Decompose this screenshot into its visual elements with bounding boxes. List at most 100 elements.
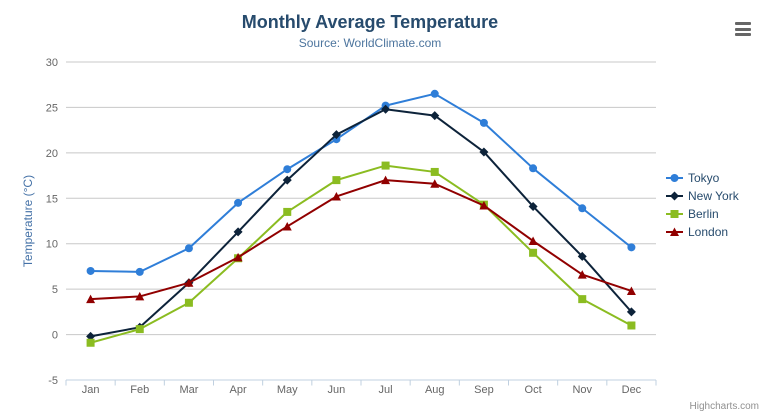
hamburger-icon [735,22,751,25]
series-new-york [86,104,636,341]
x-axis-label: Apr [230,384,247,396]
x-axis-label: Jan [82,384,100,396]
data-point-marker [479,118,488,127]
series-line-tokyo [89,92,633,273]
data-point-marker [529,248,538,257]
data-point-marker [331,130,341,140]
x-axis-label: Aug [425,384,445,396]
data-point-marker [430,179,440,188]
chart-subtitle: Source: WorldClimate.com [298,36,442,50]
series-london [86,175,636,304]
data-point-marker [86,266,95,275]
data-point-marker [479,147,489,157]
x-axis-label: Feb [130,384,149,396]
data-point-marker [135,267,144,276]
x-axis-label: Dec [622,384,642,396]
data-point-marker [135,291,145,301]
data-point-marker [528,201,538,211]
x-axis-label: May [277,384,298,396]
y-axis-label: 5 [52,284,58,296]
data-point-marker [670,191,679,201]
data-point-marker [86,338,95,347]
data-point-marker [234,198,243,207]
x-axis-labels: Jan Feb Mar Apr May Jun Jul Aug Sep Oct Nov Dec [82,384,642,396]
circle-legend-marker-icon [666,174,683,182]
hamburger-icon [735,27,751,31]
data-point-marker [86,331,96,341]
data-point-marker [577,270,587,279]
data-point-marker [381,104,391,114]
x-axis-label: Jun [328,384,346,396]
data-point-marker [283,207,292,216]
data-point-marker [670,174,679,182]
data-point-marker [135,325,144,334]
gridlines [66,61,656,381]
legend-item-label: London [688,225,729,239]
y-axis-label: 15 [46,193,58,205]
y-axis-label: 20 [46,148,58,160]
data-point-marker [578,295,587,304]
data-point-marker [577,251,587,261]
data-point-marker [283,165,292,174]
y-axis-label: 25 [46,102,58,114]
data-point-marker [670,227,679,236]
series-line-london [89,179,633,301]
data-point-marker [626,307,636,317]
data-point-marker [430,89,439,98]
data-point-marker [627,243,636,252]
data-point-marker [578,204,587,213]
chart-title: Monthly Average Temperature [241,12,499,32]
data-point-marker [282,221,292,231]
export-menu-button[interactable] [735,22,751,36]
x-axis-label: Mar [179,384,198,396]
legend-item-new-york[interactable]: New York [666,189,739,203]
hamburger-icon [735,33,751,36]
data-point-marker [626,286,636,295]
x-axis-label: Sep [474,384,494,396]
x-axis [65,379,657,386]
y-axis-labels: -5 0 5 10 15 20 25 30 [46,57,58,387]
series-line-berlin [89,164,633,344]
y-axis-label: -5 [48,375,58,387]
x-axis-label: Nov [572,384,592,396]
series-tokyo [86,89,636,276]
data-point-marker [233,252,243,262]
x-axis-label: Jul [379,384,393,396]
data-point-marker [528,236,538,245]
data-point-marker [381,175,391,185]
data-point-marker [233,227,243,237]
legend-item-berlin[interactable]: Berlin [666,207,739,221]
data-point-marker [430,111,440,121]
legend: Tokyo New York Berlin London [666,171,739,239]
y-axis-title: Temperature (°C) [21,174,35,268]
highcharts-credits[interactable]: Highcharts.com [689,401,759,412]
data-point-marker [529,164,538,173]
y-axis-label: 30 [46,57,58,69]
legend-item-label: Berlin [688,207,719,221]
triangle-legend-marker-icon [666,227,683,236]
y-axis-label: 10 [46,239,58,251]
legend-item-london[interactable]: London [666,225,739,239]
data-point-marker [331,191,341,201]
data-point-marker [670,210,679,218]
diamond-legend-marker-icon [666,191,683,201]
x-axis-label: Oct [525,384,542,396]
data-point-marker [184,298,193,307]
square-legend-marker-icon [666,210,683,218]
legend-item-label: Tokyo [688,171,720,185]
data-point-marker [332,176,341,185]
y-axis-label: 0 [52,330,58,342]
data-point-marker [86,294,96,304]
data-point-marker [381,161,390,170]
legend-item-label: New York [688,189,739,203]
data-point-marker [430,167,439,176]
legend-item-tokyo[interactable]: Tokyo [666,171,739,185]
data-point-marker [282,175,292,185]
series-line-new-york [89,108,633,338]
data-point-marker [184,244,193,253]
data-point-marker [479,201,489,210]
data-point-marker [184,278,194,287]
data-point-marker [627,321,636,330]
